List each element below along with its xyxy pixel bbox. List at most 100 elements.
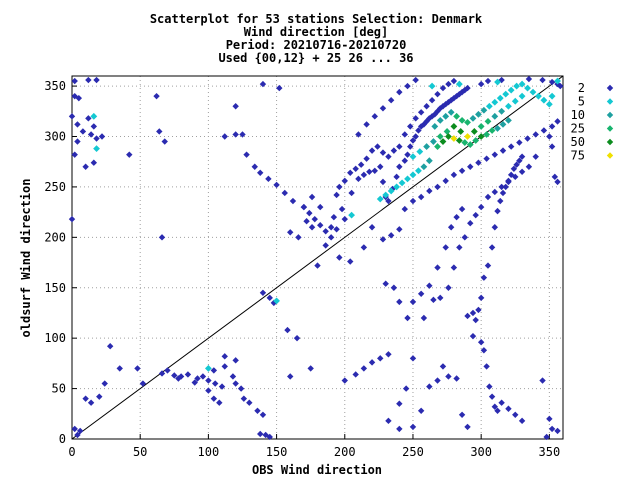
data-point bbox=[396, 143, 403, 150]
cluster-point bbox=[475, 110, 482, 118]
cluster-point bbox=[409, 153, 417, 161]
data-point bbox=[461, 234, 468, 241]
data-point bbox=[336, 254, 343, 261]
data-point bbox=[79, 128, 87, 135]
cluster-point bbox=[535, 92, 542, 100]
data-point bbox=[488, 393, 496, 400]
data-point bbox=[499, 147, 507, 154]
data-point bbox=[308, 193, 316, 201]
data-point bbox=[366, 168, 373, 175]
x-tick-label: 200 bbox=[334, 445, 356, 459]
data-point bbox=[516, 139, 523, 146]
data-point bbox=[548, 425, 556, 433]
data-point bbox=[548, 123, 556, 130]
data-point bbox=[512, 173, 519, 181]
data-point bbox=[516, 157, 523, 164]
cluster-point bbox=[470, 128, 478, 135]
data-point bbox=[450, 171, 458, 179]
cluster-point bbox=[483, 131, 491, 138]
data-point bbox=[453, 213, 460, 221]
y-axis-label: oldsurf Wind direction bbox=[19, 179, 33, 338]
cluster-point bbox=[511, 97, 519, 105]
data-point bbox=[221, 363, 228, 370]
cluster-point bbox=[518, 80, 526, 88]
data-point bbox=[401, 131, 408, 138]
cluster-point bbox=[442, 112, 450, 120]
cluster-point bbox=[491, 112, 499, 120]
data-point bbox=[71, 92, 78, 100]
cluster-point bbox=[496, 94, 504, 102]
data-point bbox=[450, 94, 458, 102]
data-point bbox=[221, 133, 228, 140]
cluster-point bbox=[477, 133, 485, 140]
data-point bbox=[467, 163, 474, 170]
data-point bbox=[445, 80, 452, 88]
data-point bbox=[232, 103, 239, 110]
data-point bbox=[158, 370, 166, 377]
data-point bbox=[546, 133, 553, 140]
cluster-point bbox=[398, 179, 406, 187]
data-point bbox=[281, 189, 288, 197]
cluster-point bbox=[415, 167, 422, 175]
data-point bbox=[161, 138, 168, 145]
data-point bbox=[434, 377, 441, 384]
cluster-point bbox=[507, 86, 515, 94]
data-point bbox=[385, 197, 392, 205]
data-point bbox=[254, 407, 261, 414]
data-point bbox=[518, 153, 526, 160]
cluster-point bbox=[498, 107, 506, 115]
data-point bbox=[464, 84, 471, 92]
data-point bbox=[390, 284, 398, 291]
data-point bbox=[407, 143, 414, 150]
data-point bbox=[453, 375, 460, 382]
data-point bbox=[475, 306, 482, 314]
data-point bbox=[377, 355, 384, 362]
data-point bbox=[371, 167, 378, 174]
data-point bbox=[257, 430, 264, 438]
data-point bbox=[295, 234, 302, 241]
data-point bbox=[199, 373, 207, 380]
data-point bbox=[525, 75, 533, 83]
data-point bbox=[518, 417, 526, 425]
data-point bbox=[396, 400, 403, 407]
data-point bbox=[348, 189, 355, 197]
data-point bbox=[417, 290, 425, 297]
data-point bbox=[101, 380, 108, 387]
data-point bbox=[385, 351, 392, 358]
y-tick-label: 250 bbox=[44, 180, 66, 194]
title-line-3: Period: 20210716-20210720 bbox=[226, 38, 407, 52]
data-point bbox=[232, 380, 239, 387]
data-point bbox=[276, 84, 283, 92]
data-point bbox=[371, 113, 378, 120]
data-point bbox=[377, 163, 384, 170]
data-point bbox=[445, 373, 452, 380]
data-point bbox=[259, 80, 267, 88]
data-point bbox=[68, 215, 76, 223]
data-point bbox=[212, 380, 219, 387]
data-point bbox=[336, 183, 343, 191]
data-point bbox=[390, 147, 398, 154]
data-point bbox=[379, 236, 387, 243]
data-point bbox=[507, 171, 515, 179]
data-point bbox=[363, 155, 370, 162]
cluster-point bbox=[409, 171, 417, 179]
data-point bbox=[385, 417, 392, 425]
data-point bbox=[484, 193, 492, 201]
x-tick-label: 250 bbox=[402, 445, 424, 459]
data-point bbox=[417, 109, 425, 116]
data-point bbox=[341, 377, 348, 384]
data-point bbox=[287, 373, 294, 380]
data-point bbox=[327, 234, 335, 241]
data-point bbox=[243, 151, 250, 158]
data-point bbox=[420, 121, 428, 128]
data-point bbox=[401, 205, 408, 213]
data-point bbox=[450, 77, 458, 85]
data-point bbox=[464, 312, 471, 320]
legend-label: 10 bbox=[571, 108, 585, 122]
data-point bbox=[293, 334, 301, 342]
data-point bbox=[513, 161, 520, 168]
data-point bbox=[191, 379, 198, 386]
data-point bbox=[232, 357, 239, 364]
data-point bbox=[368, 359, 376, 366]
data-point bbox=[85, 76, 92, 84]
